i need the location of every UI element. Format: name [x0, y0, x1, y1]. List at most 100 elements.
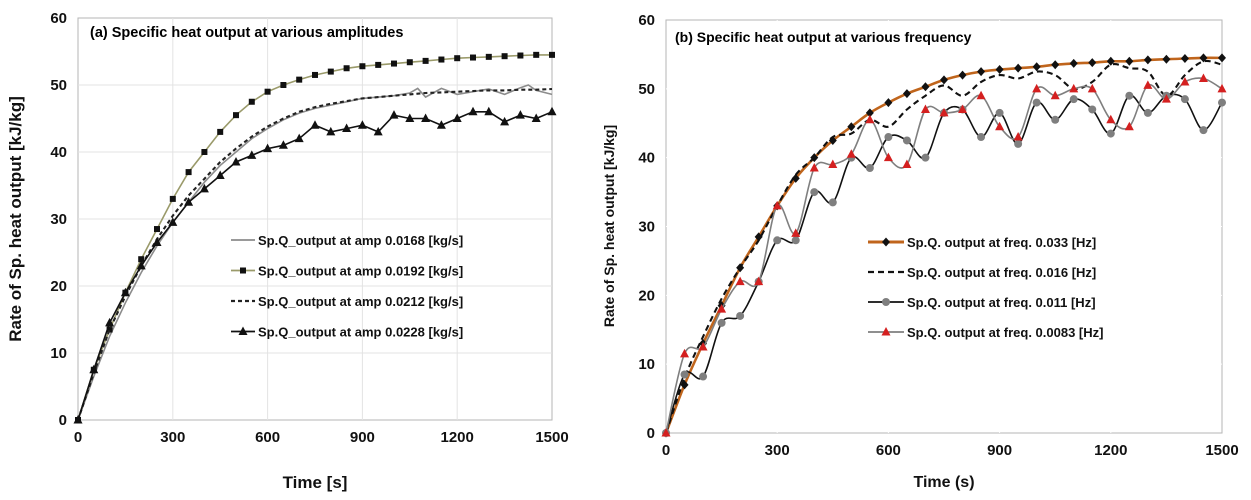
tick-labels-a: 0 300 600 900 1200 1500 0 10 20 30 40 50 60 [50, 10, 568, 446]
data-point [201, 149, 208, 155]
data-point [698, 341, 708, 351]
data-point [921, 153, 930, 162]
legend-item: Sp.Q. output at freq. 0.0083 [Hz] [868, 325, 1103, 340]
chart-title-b: (b) Specific heat output at various freq… [675, 29, 972, 45]
x-tick-label: 300 [160, 429, 185, 446]
data-point [1087, 83, 1097, 93]
data-point [359, 63, 366, 70]
y-tick-label: 30 [50, 211, 67, 228]
data-point [1088, 105, 1097, 114]
data-point [106, 326, 113, 333]
gridlines-b [666, 20, 1222, 433]
data-point [342, 123, 352, 133]
data-point [484, 106, 494, 116]
data-point [391, 60, 397, 67]
data-point [547, 106, 557, 116]
x-tick-label: 900 [350, 429, 375, 446]
data-point [847, 122, 856, 132]
y-tick-label: 60 [50, 10, 67, 27]
data-point [1051, 115, 1060, 124]
tick-labels-b: 0 300 600 900 1200 1500 0 10 20 30 40 50 60 [638, 12, 1238, 459]
data-point [296, 76, 303, 83]
data-point [517, 52, 524, 59]
y-tick-label: 60 [638, 12, 655, 29]
data-point [421, 113, 431, 122]
data-point [1143, 108, 1152, 117]
data-point [120, 287, 130, 297]
data-point [515, 110, 525, 119]
data-point [1218, 98, 1226, 107]
data-point [772, 200, 782, 210]
data-point [1198, 73, 1208, 83]
data-point [1161, 94, 1171, 103]
data-point [1069, 58, 1078, 68]
data-point [717, 318, 726, 327]
data-point [1088, 58, 1097, 68]
data-point [1051, 60, 1060, 70]
data-point [846, 149, 856, 158]
y-tick-label: 20 [638, 287, 655, 304]
series-sp-q-output-at-amp-0-0228-kg-s [73, 106, 557, 424]
legend-a: Sp.Q_output at amp 0.0168 [kg/s] Sp.Q_out… [231, 233, 463, 340]
data-point [828, 198, 837, 207]
data-point [468, 106, 478, 116]
data-point [902, 89, 911, 99]
x-tick-label: 1200 [1094, 442, 1127, 459]
data-point [264, 88, 271, 95]
y-tick-label: 10 [638, 356, 655, 373]
data-point [680, 348, 690, 358]
data-point [231, 157, 241, 166]
data-point [699, 372, 708, 381]
legend-label: Sp.Q_output at amp 0.0168 [kg/s] [258, 233, 463, 248]
data-point [500, 116, 510, 126]
data-point [1106, 114, 1116, 124]
data-point [754, 232, 763, 242]
data-point [389, 110, 399, 119]
legend-marker [240, 267, 246, 274]
data-point [1218, 53, 1226, 63]
data-point [375, 61, 382, 68]
data-point [485, 53, 492, 60]
data-point [169, 195, 176, 202]
x-tick-label: 1500 [1205, 442, 1238, 459]
legend-label: Sp.Q_output at amp 0.0192 [kg/s] [258, 264, 463, 279]
y-axis-label-a: Rate of Sp. heat output [kJ/kg] [6, 96, 25, 342]
legend-item: Sp.Q_output at amp 0.0212 [kg/s] [231, 294, 463, 309]
legend-label: Sp.Q_output at amp 0.0228 [kg/s] [258, 325, 463, 340]
data-point [902, 159, 912, 169]
x-tick-label: 1500 [535, 429, 568, 446]
data-point [470, 54, 476, 61]
y-tick-label: 40 [50, 144, 67, 161]
data-point [717, 304, 727, 313]
data-point [312, 71, 318, 78]
data-point [152, 237, 162, 246]
data-point [828, 159, 838, 169]
legend-b: Sp.Q. output at freq. 0.033 [Hz] Sp.Q. ou… [868, 235, 1103, 340]
legend-item: Sp.Q. output at freq. 0.011 [Hz] [868, 295, 1096, 310]
legend-marker [882, 237, 890, 247]
data-point [1124, 121, 1134, 131]
data-point [501, 53, 508, 60]
data-point [1050, 90, 1060, 100]
data-point [357, 120, 367, 129]
data-point [884, 133, 893, 142]
data-point [1125, 56, 1134, 66]
data-point [405, 113, 415, 122]
data-point [452, 113, 462, 122]
x-tick-label: 600 [876, 442, 901, 459]
x-axis-label-b: Time (s) [913, 474, 974, 491]
y-tick-label: 0 [647, 425, 655, 442]
data-point [883, 152, 893, 162]
data-point [791, 173, 800, 183]
x-tick-label: 0 [662, 442, 670, 459]
series-sp-q-output-at-amp-0-0168-kg-s [77, 84, 553, 421]
data-point [958, 70, 967, 80]
y-tick-label: 40 [638, 150, 655, 167]
data-point [884, 98, 893, 108]
x-tick-label: 300 [765, 442, 790, 459]
legend-item: Sp.Q. output at freq. 0.033 [Hz] [868, 235, 1096, 250]
data-point [1014, 63, 1023, 73]
data-point [1106, 129, 1115, 138]
data-point [327, 68, 334, 75]
